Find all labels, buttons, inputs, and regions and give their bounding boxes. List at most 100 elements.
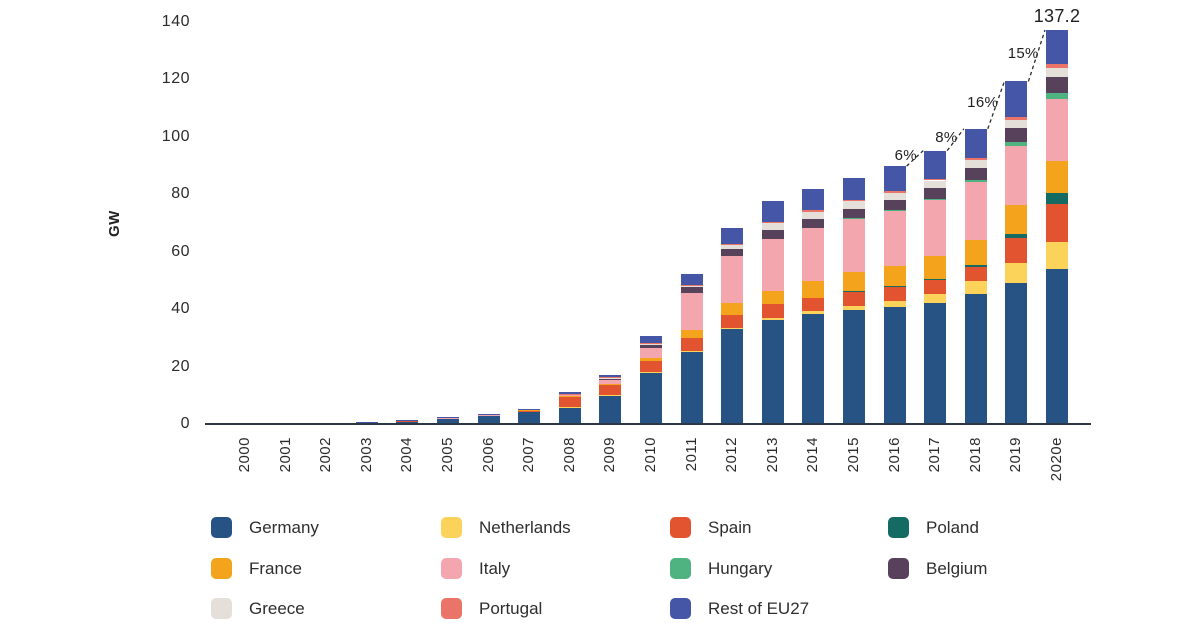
bar-segment-2020e-italy [1046, 98, 1068, 162]
bar-segment-2017-italy [924, 199, 947, 257]
growth-label-2018: 8% [935, 128, 958, 146]
bar-segment-2012-rest-of-eu27 [721, 228, 744, 244]
bar-segment-2017-portugal [924, 178, 947, 181]
legend-label-netherlands: Netherlands [479, 517, 571, 537]
bar-segment-2008-spain [558, 396, 581, 407]
legend-label-hungary: Hungary [708, 558, 773, 578]
bar-segment-2020e-belgium [1046, 77, 1068, 94]
bar-segment-2019-germany [1005, 283, 1028, 424]
bar-segment-2018-france [964, 239, 987, 266]
bar-segment-2014-belgium [802, 218, 825, 228]
bar-segment-2009-germany [599, 395, 622, 424]
bar-segment-2006-germany [477, 415, 500, 424]
x-tick-2020e: 2020e [1048, 437, 1065, 482]
bar-segment-2016-hungary [883, 209, 906, 211]
bar-segment-2010-germany [640, 372, 662, 424]
bar-segment-2008-rest-of-eu27 [558, 392, 581, 394]
bar-segment-2018-italy [964, 182, 987, 240]
legend-label-portugal: Portugal [479, 598, 543, 618]
x-tick-2008: 2008 [560, 437, 578, 473]
bar-segment-2016-belgium [883, 200, 906, 210]
x-tick-2017: 2017 [926, 437, 944, 473]
y-tick-0: 0 [180, 415, 190, 432]
bar-segment-2019-france [1005, 205, 1028, 234]
bar-segment-2020e-france [1046, 161, 1068, 193]
bar-segment-2013-france [761, 290, 784, 305]
bar-segment-2019-greece [1005, 119, 1028, 128]
bar-segment-2018-rest-of-eu27 [964, 128, 987, 159]
bar-segment-2013-netherlands [761, 317, 784, 320]
y-tick-40: 40 [171, 300, 190, 318]
legend-label-germany: Germany [249, 517, 319, 537]
bar-segment-2013-greece [761, 223, 784, 231]
bar-segment-2010-france [640, 357, 662, 362]
x-axis-line [205, 423, 1091, 425]
bar-segment-2011-belgium [680, 287, 703, 294]
bar-segment-2013-rest-of-eu27 [761, 201, 784, 223]
bar-segment-2015-rest-of-eu27 [843, 177, 865, 200]
bar-segment-2014-greece [802, 211, 825, 219]
legend-swatch-greece [211, 598, 232, 619]
x-tick-2006: 2006 [479, 437, 497, 473]
legend-swatch-belgium [888, 558, 909, 579]
growth-label-2020e: 15% [1007, 44, 1039, 62]
bar-segment-2018-portugal [964, 158, 987, 161]
bar-segment-2016-france [883, 265, 906, 287]
bar-segment-2019-portugal [1005, 117, 1028, 120]
bar-segment-2009-spain [599, 384, 622, 395]
bar-segment-2009-france [599, 383, 622, 385]
bar-segment-2012-germany [721, 329, 744, 424]
legend-item-greece: Greece [211, 598, 305, 619]
x-tick-2015: 2015 [845, 437, 862, 473]
bar-segment-2015-france [843, 272, 865, 292]
x-tick-2013: 2013 [763, 437, 781, 473]
bar-segment-2016-portugal [883, 191, 906, 193]
bar-segment-2013-germany [761, 319, 784, 424]
bar-segment-2017-france [924, 256, 947, 280]
bar-segment-2015-belgium [843, 208, 865, 218]
bar-segment-2012-france [721, 303, 744, 315]
bar-segment-2004-germany [396, 420, 419, 424]
legend-item-rest-of-eu27: Rest of EU27 [670, 598, 809, 619]
bar-segment-2019-belgium [1005, 127, 1028, 142]
bar-segment-2011-spain [680, 338, 703, 351]
bar-segment-2015-italy [843, 218, 865, 273]
bar-segment-2011-italy [680, 293, 703, 330]
bar-segment-2014-spain [802, 297, 825, 312]
bar-segment-2018-netherlands [964, 281, 987, 295]
bar-segment-2009-rest-of-eu27 [599, 375, 622, 378]
y-tick-100: 100 [161, 127, 190, 145]
bar-segment-2018-hungary [964, 180, 987, 183]
legend-swatch-netherlands [441, 517, 462, 538]
legend-label-france: France [249, 558, 302, 578]
x-tick-2019: 2019 [1007, 437, 1025, 473]
x-tick-2009: 2009 [601, 437, 619, 473]
bar-segment-2017-netherlands [924, 294, 947, 303]
bar-segment-2013-spain [761, 304, 784, 318]
bar-segment-2018-poland [964, 265, 987, 267]
legend-item-hungary: Hungary [670, 558, 772, 579]
bar-segment-2013-portugal [761, 222, 784, 223]
bar-segment-2011-germany [680, 351, 703, 424]
bar-segment-2016-rest-of-eu27 [883, 166, 906, 192]
bar-segment-2015-spain [843, 291, 865, 306]
bar-segment-2019-spain [1005, 238, 1028, 264]
bar-segment-2011-greece [680, 285, 703, 288]
legend-item-spain: Spain [670, 517, 751, 538]
total-value-label: 137.2 [1033, 6, 1081, 26]
x-tick-2014: 2014 [804, 437, 822, 473]
x-tick-2016: 2016 [885, 437, 903, 473]
bar-segment-2017-hungary [924, 198, 947, 200]
bar-segment-2015-netherlands [843, 305, 865, 310]
bar-segment-2017-germany [924, 302, 947, 424]
growth-label-2019: 16% [967, 94, 999, 112]
x-tick-2003: 2003 [357, 437, 375, 473]
bar-segment-2007-germany [518, 411, 541, 424]
bar-segment-2020e-greece [1046, 67, 1068, 78]
bar-segment-2009-belgium [599, 377, 622, 381]
bar-segment-2018-belgium [964, 167, 987, 181]
legend-label-poland: Poland [926, 517, 979, 537]
bar-segment-2016-netherlands [883, 301, 906, 308]
bar-segment-2014-italy [802, 227, 825, 282]
